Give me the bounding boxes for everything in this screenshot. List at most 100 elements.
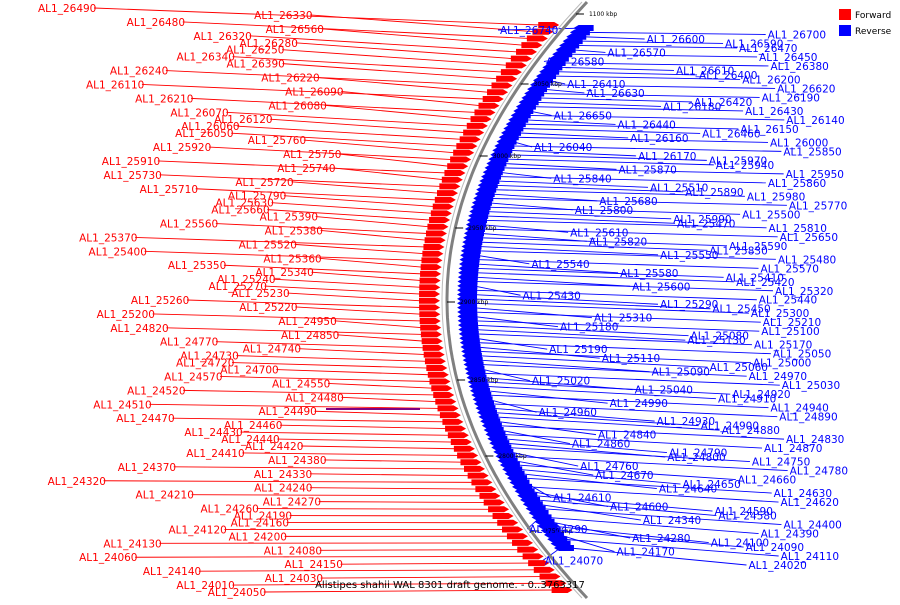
forward-gene-label[interactable]: AL1_25730 <box>104 170 162 182</box>
reverse-gene-label[interactable]: AL1_26170 <box>638 151 696 163</box>
forward-gene-marker[interactable] <box>425 237 446 243</box>
forward-gene-marker[interactable] <box>501 69 522 75</box>
forward-gene-marker[interactable] <box>419 284 440 290</box>
forward-gene-label[interactable]: AL1_26480 <box>127 17 185 29</box>
forward-gene-label[interactable]: AL1_25230 <box>231 288 289 300</box>
forward-gene-marker[interactable] <box>517 547 538 553</box>
forward-gene-marker[interactable] <box>507 533 528 539</box>
forward-gene-marker[interactable] <box>453 150 474 156</box>
forward-gene-label[interactable]: AL1_24240 <box>254 483 312 495</box>
forward-gene-marker[interactable] <box>425 358 446 364</box>
forward-gene-label[interactable]: AL1_26220 <box>261 73 319 85</box>
forward-gene-marker[interactable] <box>484 500 505 506</box>
reverse-gene-label[interactable]: AL1_26040 <box>534 142 592 154</box>
forward-gene-label[interactable]: AL1_25740 <box>277 163 335 175</box>
forward-gene-label[interactable]: AL1_24490 <box>259 406 317 418</box>
reverse-gene-label[interactable]: AL1_24340 <box>643 515 701 527</box>
reverse-gene-label[interactable]: AL1_24640 <box>659 484 717 496</box>
reverse-gene-label[interactable]: AL1_25180 <box>560 322 618 334</box>
reverse-gene-label[interactable]: AL1_26440 <box>617 119 675 131</box>
forward-gene-marker[interactable] <box>423 244 444 250</box>
forward-gene-marker[interactable] <box>492 83 513 89</box>
forward-gene-marker[interactable] <box>433 204 454 210</box>
forward-gene-label[interactable]: AL1_24480 <box>285 392 343 404</box>
forward-gene-label[interactable]: AL1_26490 <box>38 3 96 15</box>
forward-gene-label[interactable]: AL1_24470 <box>116 413 174 425</box>
forward-gene-marker[interactable] <box>468 473 489 479</box>
forward-gene-marker[interactable] <box>540 574 561 580</box>
reverse-gene-label[interactable]: AL1_24280 <box>632 533 690 545</box>
reverse-gene-label[interactable]: AL1_24800 <box>667 452 725 464</box>
reverse-gene-label[interactable]: AL1_26190 <box>762 92 820 104</box>
forward-gene-label[interactable]: AL1_26330 <box>254 10 312 22</box>
reverse-gene-label[interactable]: AL1_25130 <box>687 335 745 347</box>
forward-gene-marker[interactable] <box>419 305 440 311</box>
reverse-gene-label[interactable]: AL1_25850 <box>783 146 841 158</box>
forward-gene-label[interactable]: AL1_25920 <box>153 142 211 154</box>
forward-gene-label[interactable]: AL1_26240 <box>110 66 168 78</box>
forward-gene-marker[interactable] <box>493 513 514 519</box>
forward-gene-marker[interactable] <box>429 217 450 223</box>
reverse-gene-label[interactable]: AL1_26160 <box>630 133 688 145</box>
forward-gene-label[interactable]: AL1_25710 <box>140 184 198 196</box>
forward-gene-label[interactable]: AL1_24700 <box>220 365 278 377</box>
forward-gene-label[interactable]: AL1_24080 <box>264 545 322 557</box>
forward-gene-label[interactable]: AL1_24160 <box>231 517 289 529</box>
reverse-gene-label[interactable]: AL1_26600 <box>647 34 705 46</box>
forward-gene-label[interactable]: AL1_26390 <box>226 59 284 71</box>
forward-gene-label[interactable]: AL1_24570 <box>164 371 222 383</box>
reverse-gene-label[interactable]: AL1_24670 <box>595 470 653 482</box>
forward-gene-marker[interactable] <box>502 526 523 532</box>
forward-gene-marker[interactable] <box>421 257 442 263</box>
forward-gene-label[interactable]: AL1_24210 <box>136 490 194 502</box>
forward-gene-marker[interactable] <box>511 56 532 62</box>
forward-gene-label[interactable]: AL1_25750 <box>283 149 341 161</box>
reverse-gene-label[interactable]: AL1_25940 <box>716 160 774 172</box>
forward-gene-marker[interactable] <box>471 479 492 485</box>
forward-gene-marker[interactable] <box>448 432 469 438</box>
forward-gene-label[interactable]: AL1_26560 <box>266 24 324 36</box>
reverse-gene-label[interactable]: AL1_24780 <box>790 466 848 478</box>
forward-gene-marker[interactable] <box>419 291 440 297</box>
forward-gene-label[interactable]: AL1_24520 <box>127 385 185 397</box>
reverse-gene-label[interactable]: AL1_24620 <box>781 497 839 509</box>
forward-gene-marker[interactable] <box>512 540 533 546</box>
reverse-gene-label[interactable]: AL1_24600 <box>610 502 668 514</box>
forward-gene-marker[interactable] <box>475 486 496 492</box>
forward-gene-marker[interactable] <box>487 89 508 95</box>
forward-gene-marker[interactable] <box>427 224 448 230</box>
forward-gene-marker[interactable] <box>428 372 449 378</box>
forward-gene-marker[interactable] <box>439 183 460 189</box>
forward-gene-marker[interactable] <box>450 157 471 163</box>
reverse-gene-label[interactable]: AL1_26740 <box>500 25 558 37</box>
forward-gene-marker[interactable] <box>456 143 477 149</box>
forward-gene-marker[interactable] <box>460 459 481 465</box>
reverse-gene-label[interactable]: AL1_26460 <box>702 128 760 140</box>
reverse-gene-label[interactable]: AL1_25580 <box>620 268 678 280</box>
forward-gene-marker[interactable] <box>440 412 461 418</box>
forward-gene-marker[interactable] <box>422 251 443 257</box>
reverse-gene-label[interactable]: AL1_24910 <box>718 394 776 406</box>
forward-gene-label[interactable]: AL1_25400 <box>89 246 147 258</box>
forward-gene-label[interactable]: AL1_24120 <box>168 524 226 536</box>
forward-gene-label[interactable]: AL1_25360 <box>263 253 321 265</box>
forward-gene-label[interactable]: AL1_24330 <box>254 469 312 481</box>
forward-gene-label[interactable]: AL1_25760 <box>248 135 306 147</box>
forward-gene-label[interactable]: AL1_26050 <box>175 128 233 140</box>
forward-gene-marker[interactable] <box>419 298 440 304</box>
reverse-gene-label[interactable]: AL1_24580 <box>718 511 776 523</box>
reverse-gene-label[interactable]: AL1_26570 <box>607 47 665 59</box>
reverse-gene-label[interactable]: AL1_25650 <box>780 232 838 244</box>
forward-gene-label[interactable]: AL1_24740 <box>243 344 301 356</box>
forward-gene-marker[interactable] <box>516 49 537 55</box>
forward-gene-marker[interactable] <box>420 278 441 284</box>
forward-gene-label[interactable]: AL1_24200 <box>229 531 287 543</box>
forward-gene-marker[interactable] <box>423 345 444 351</box>
reverse-gene-label[interactable]: AL1_25870 <box>619 164 677 176</box>
reverse-gene-label[interactable]: AL1_24880 <box>722 425 780 437</box>
forward-gene-label[interactable]: AL1_24410 <box>186 448 244 460</box>
forward-gene-label[interactable]: AL1_26110 <box>86 79 144 91</box>
forward-gene-marker[interactable] <box>429 378 450 384</box>
forward-gene-marker[interactable] <box>419 311 440 317</box>
forward-gene-marker[interactable] <box>457 452 478 458</box>
